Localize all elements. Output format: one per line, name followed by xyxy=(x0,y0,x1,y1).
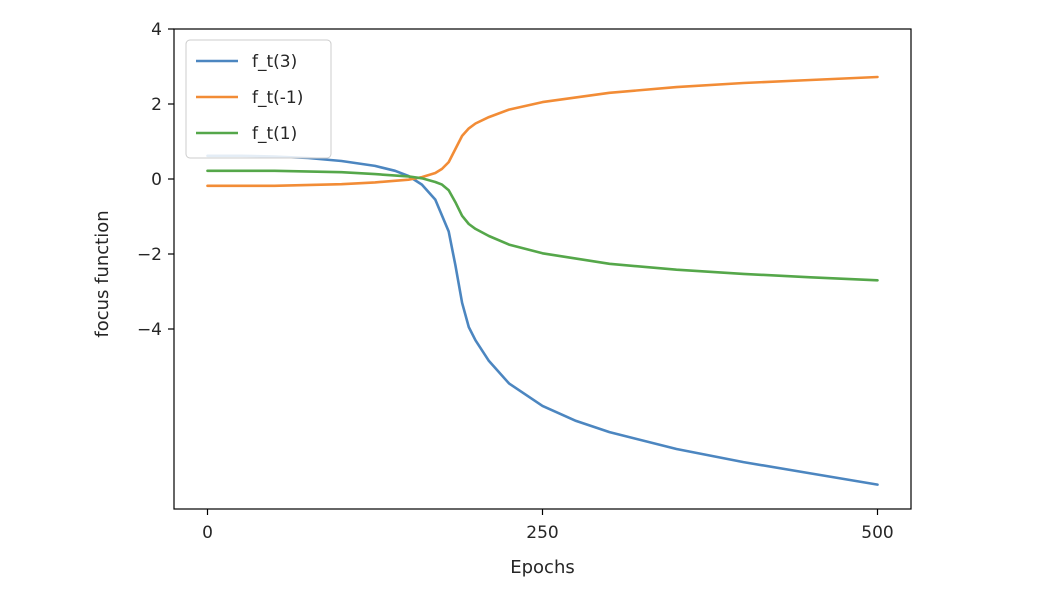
y-axis-label: focus function xyxy=(92,210,113,337)
legend-box xyxy=(185,39,332,159)
series-group xyxy=(206,75,879,486)
legend: f_t(3) f_t(-1) f_t(1) xyxy=(185,39,332,159)
legend-label: f_t(-1) xyxy=(252,88,303,108)
series-line-3 xyxy=(206,169,879,282)
y-tick-label: 0 xyxy=(151,170,162,190)
y-tick-label: 4 xyxy=(151,20,162,40)
series-line-2 xyxy=(206,75,879,188)
x-tick-label: 500 xyxy=(861,523,893,543)
x-axis-label: Epochs xyxy=(510,557,575,578)
y-tick-label: −4 xyxy=(137,320,162,340)
y-axis-ticks: 4 2 0 −2 −4 xyxy=(137,20,174,340)
x-axis-ticks: 0 250 500 xyxy=(202,509,894,543)
legend-label: f_t(3) xyxy=(252,52,297,72)
x-tick-label: 250 xyxy=(526,523,558,543)
series-line-1 xyxy=(206,154,879,486)
x-tick-label: 0 xyxy=(202,523,213,543)
y-tick-label: 2 xyxy=(151,95,162,115)
y-tick-label: −2 xyxy=(137,245,162,265)
legend-label: f_t(1) xyxy=(252,124,297,144)
